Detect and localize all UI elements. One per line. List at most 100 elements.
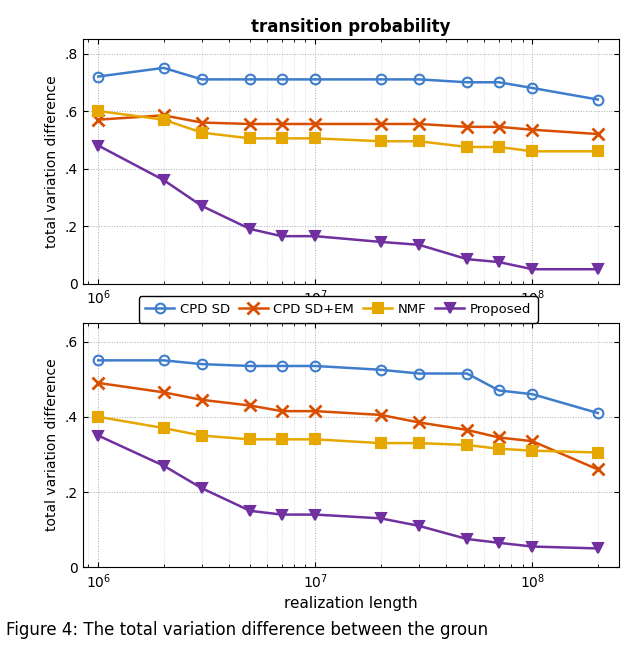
- Proposed: [311, 511, 319, 518]
- NMF: [377, 439, 385, 447]
- NMF: [415, 138, 423, 145]
- Proposed: [198, 484, 205, 492]
- CPD SD: [246, 76, 254, 83]
- CPD SD+EM: [377, 411, 385, 419]
- Text: Figure 4: The total variation difference between the groun: Figure 4: The total variation difference…: [6, 621, 489, 639]
- Proposed: [415, 241, 423, 248]
- NMF: [311, 436, 319, 443]
- NMF: [529, 147, 537, 155]
- CPD SD: [415, 76, 423, 83]
- Line: Proposed: Proposed: [93, 141, 603, 274]
- CPD SD+EM: [160, 389, 167, 396]
- NMF: [160, 424, 167, 432]
- Proposed: [415, 522, 423, 530]
- CPD SD: [198, 360, 205, 368]
- CPD SD+EM: [278, 408, 286, 415]
- NMF: [377, 138, 385, 145]
- Proposed: [594, 265, 602, 273]
- CPD SD+EM: [160, 111, 167, 119]
- NMF: [463, 143, 471, 151]
- Line: CPD SD+EM: CPD SD+EM: [93, 110, 604, 140]
- CPD SD: [529, 391, 537, 398]
- CPD SD: [594, 409, 602, 417]
- Proposed: [463, 535, 471, 543]
- CPD SD: [94, 72, 102, 80]
- CPD SD+EM: [311, 408, 319, 415]
- CPD SD+EM: [463, 426, 471, 434]
- NMF: [594, 449, 602, 456]
- NMF: [594, 147, 602, 155]
- CPD SD: [246, 362, 254, 370]
- Proposed: [495, 539, 503, 546]
- CPD SD+EM: [311, 120, 319, 128]
- CPD SD: [529, 84, 537, 92]
- CPD SD: [278, 362, 286, 370]
- Y-axis label: total variation difference: total variation difference: [45, 359, 59, 531]
- CPD SD+EM: [495, 434, 503, 441]
- CPD SD+EM: [594, 466, 602, 473]
- Title: emission probability: emission probability: [255, 302, 447, 319]
- Proposed: [94, 141, 102, 149]
- Proposed: [377, 514, 385, 522]
- CPD SD: [495, 387, 503, 394]
- Title: transition probability: transition probability: [251, 18, 450, 36]
- Line: CPD SD: CPD SD: [93, 63, 603, 104]
- Proposed: [529, 542, 537, 550]
- Legend: CPD SD, CPD SD+EM, NMF, Proposed: CPD SD, CPD SD+EM, NMF, Proposed: [138, 297, 538, 323]
- CPD SD: [377, 76, 385, 83]
- CPD SD+EM: [198, 119, 205, 126]
- NMF: [246, 436, 254, 443]
- Line: CPD SD+EM: CPD SD+EM: [93, 378, 604, 475]
- CPD SD+EM: [529, 126, 537, 134]
- CPD SD: [94, 357, 102, 364]
- NMF: [94, 413, 102, 421]
- Y-axis label: total variation difference: total variation difference: [45, 75, 59, 248]
- CPD SD+EM: [495, 123, 503, 131]
- Line: CPD SD: CPD SD: [93, 355, 603, 418]
- CPD SD: [160, 357, 167, 364]
- CPD SD: [463, 78, 471, 86]
- Proposed: [160, 176, 167, 184]
- CPD SD+EM: [94, 379, 102, 387]
- CPD SD+EM: [94, 116, 102, 124]
- NMF: [311, 134, 319, 142]
- Proposed: [246, 507, 254, 514]
- Proposed: [94, 432, 102, 439]
- Proposed: [463, 256, 471, 263]
- CPD SD: [311, 362, 319, 370]
- CPD SD: [415, 370, 423, 378]
- CPD SD: [198, 76, 205, 83]
- NMF: [246, 134, 254, 142]
- NMF: [495, 143, 503, 151]
- NMF: [463, 441, 471, 449]
- Proposed: [246, 225, 254, 233]
- Proposed: [495, 258, 503, 266]
- Line: NMF: NMF: [93, 106, 603, 156]
- CPD SD: [377, 366, 385, 374]
- Proposed: [311, 232, 319, 240]
- CPD SD+EM: [246, 402, 254, 409]
- Proposed: [594, 544, 602, 552]
- Line: Proposed: Proposed: [93, 431, 603, 554]
- NMF: [198, 432, 205, 439]
- NMF: [198, 128, 205, 136]
- X-axis label: realization length: realization length: [284, 597, 418, 612]
- CPD SD: [463, 370, 471, 378]
- CPD SD+EM: [278, 120, 286, 128]
- Line: NMF: NMF: [93, 412, 603, 457]
- CPD SD: [311, 76, 319, 83]
- Proposed: [278, 232, 286, 240]
- Proposed: [529, 265, 537, 273]
- CPD SD: [160, 64, 167, 72]
- Proposed: [278, 511, 286, 518]
- NMF: [94, 107, 102, 115]
- CPD SD: [278, 76, 286, 83]
- CPD SD+EM: [529, 437, 537, 445]
- NMF: [415, 439, 423, 447]
- CPD SD+EM: [415, 419, 423, 426]
- NMF: [160, 116, 167, 124]
- Proposed: [160, 462, 167, 469]
- NMF: [278, 436, 286, 443]
- CPD SD+EM: [415, 120, 423, 128]
- CPD SD: [594, 96, 602, 104]
